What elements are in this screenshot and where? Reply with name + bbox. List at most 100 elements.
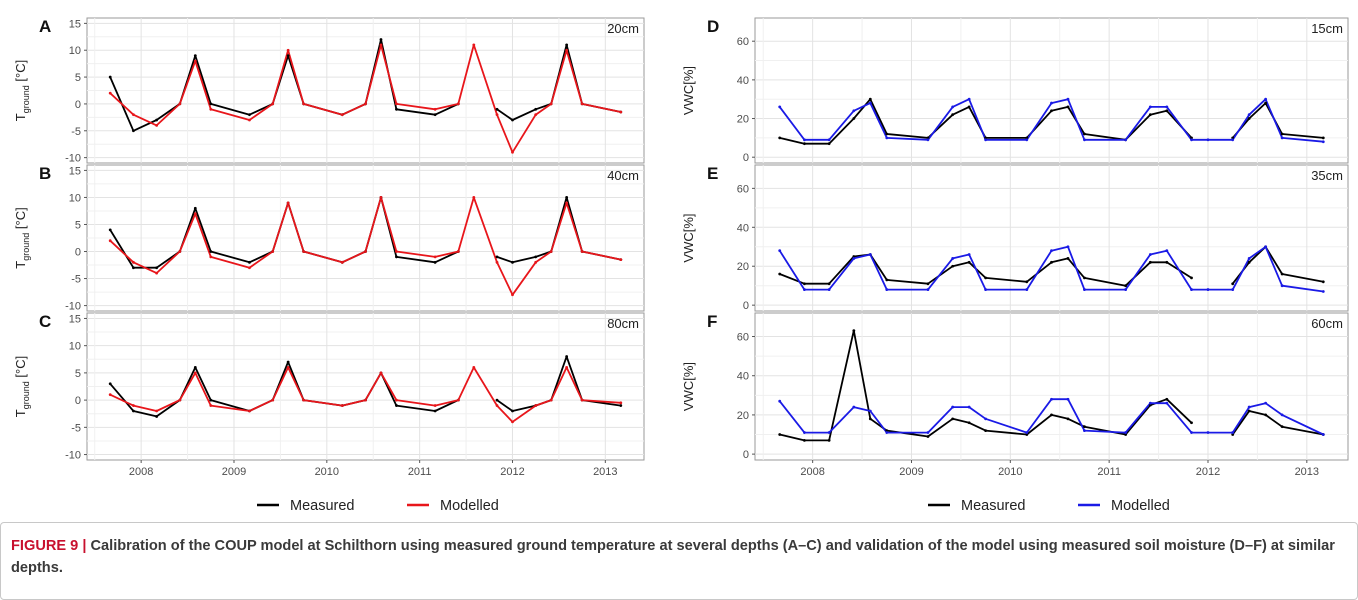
data-point-modelled: [967, 253, 971, 256]
data-point-measured: [1025, 136, 1029, 140]
y-axis-label-subscript: ground: [21, 85, 31, 113]
data-point-modelled: [565, 366, 569, 369]
data-point-measured: [565, 43, 569, 47]
data-point-modelled: [534, 113, 538, 117]
data-point-measured: [827, 282, 831, 286]
data-point-measured: [1190, 276, 1193, 280]
data-point-modelled: [340, 404, 344, 407]
y-tick-label: 60: [737, 183, 749, 195]
y-tick-label: 0: [75, 247, 81, 259]
data-point-modelled: [549, 398, 553, 402]
data-point-modelled: [803, 138, 806, 142]
data-point-modelled: [178, 398, 182, 402]
data-point-measured: [1050, 413, 1053, 417]
data-point-measured: [511, 409, 514, 413]
data-point-measured: [967, 421, 971, 425]
data-point-modelled: [1066, 97, 1070, 101]
y-axis-label-unit: [°C]: [13, 207, 28, 232]
data-point-modelled: [340, 260, 344, 264]
y-tick-label: 20: [737, 410, 749, 422]
data-point-modelled: [852, 405, 856, 409]
x-tick-label: 2013: [1295, 466, 1319, 478]
x-tick-label: 2012: [500, 466, 524, 478]
data-point-modelled: [1264, 401, 1268, 405]
y-tick-label: -5: [71, 422, 81, 434]
x-tick-label: 2008: [800, 466, 824, 478]
y-axis-label-subscript: ground: [21, 381, 31, 409]
data-point-modelled: [395, 250, 398, 253]
data-point-measured: [778, 433, 782, 436]
data-point-measured: [984, 136, 988, 140]
data-point-measured: [1231, 282, 1235, 286]
data-point-measured: [132, 409, 135, 413]
data-point-measured: [1124, 284, 1128, 288]
data-point-measured: [155, 266, 159, 270]
series-line-modelled: [778, 398, 1324, 436]
data-point-modelled: [271, 398, 275, 402]
x-tick-label: 2009: [899, 466, 923, 478]
data-point-modelled: [951, 405, 955, 409]
data-point-modelled: [209, 255, 213, 259]
data-point-measured: [1124, 433, 1128, 436]
data-point-modelled: [868, 409, 872, 413]
data-point-modelled: [580, 398, 584, 402]
data-point-modelled: [619, 110, 623, 114]
x-tick-label: 2009: [222, 466, 246, 478]
panel-letter: A: [39, 17, 51, 36]
plot-frame: [754, 164, 1349, 312]
data-point-measured: [868, 97, 872, 101]
data-point-measured: [565, 355, 569, 358]
data-point-modelled: [1206, 288, 1210, 291]
series-line-modelled: [109, 196, 621, 296]
y-tick-label: 10: [69, 192, 81, 204]
y-tick-label: -10: [65, 301, 81, 313]
data-point-measured: [209, 250, 213, 253]
data-point-measured: [951, 417, 955, 421]
series-line-modelled: [778, 245, 1324, 293]
data-point-modelled: [778, 249, 782, 253]
data-point-modelled: [286, 48, 290, 52]
data-point-measured: [433, 260, 437, 264]
data-point-modelled: [178, 102, 182, 106]
y-tick-label: 0: [743, 449, 749, 461]
data-point-measured: [1025, 433, 1029, 436]
data-point-modelled: [364, 250, 367, 253]
x-tick-label: 2008: [129, 466, 153, 478]
data-point-modelled: [495, 404, 499, 407]
data-point-measured: [155, 415, 159, 418]
data-point-measured: [108, 75, 112, 79]
left-legend: Measured Modelled: [257, 498, 499, 514]
y-tick-label: 0: [743, 152, 749, 164]
data-point-modelled: [1264, 97, 1268, 101]
data-point-modelled: [1231, 138, 1235, 142]
data-point-measured: [852, 329, 856, 333]
x-tick-label: 2010: [998, 466, 1022, 478]
data-point-measured: [951, 264, 955, 268]
data-point-modelled: [1264, 245, 1268, 249]
caption-figure-label: FIGURE 9 |: [11, 538, 87, 554]
data-point-modelled: [155, 409, 159, 413]
data-point-measured: [1165, 260, 1169, 264]
panel-letter: F: [707, 312, 717, 331]
data-point-modelled: [395, 102, 398, 106]
panel-f: 0 20 40 60 60cm F VWC[%] 2008 2009 2010 2011 2012 20…: [681, 312, 1349, 478]
data-point-modelled: [984, 138, 988, 142]
data-point-modelled: [132, 113, 135, 117]
y-axis-label-main: T: [13, 261, 28, 269]
data-point-modelled: [1124, 431, 1128, 434]
data-point-measured: [534, 255, 538, 259]
data-point-measured: [511, 260, 514, 264]
data-point-modelled: [565, 48, 569, 52]
data-point-modelled: [456, 250, 460, 253]
series-line-modelled: [109, 44, 621, 154]
data-point-measured: [967, 260, 971, 264]
data-point-modelled: [1190, 431, 1193, 434]
data-point-measured: [868, 417, 872, 421]
data-point-measured: [108, 382, 112, 386]
y-tick-label: 60: [737, 332, 749, 344]
y-axis-label: Tground [°C]: [13, 60, 31, 121]
data-point-modelled: [379, 371, 383, 375]
data-point-modelled: [1247, 257, 1251, 260]
data-point-measured: [193, 206, 197, 210]
data-point-modelled: [1050, 249, 1053, 253]
